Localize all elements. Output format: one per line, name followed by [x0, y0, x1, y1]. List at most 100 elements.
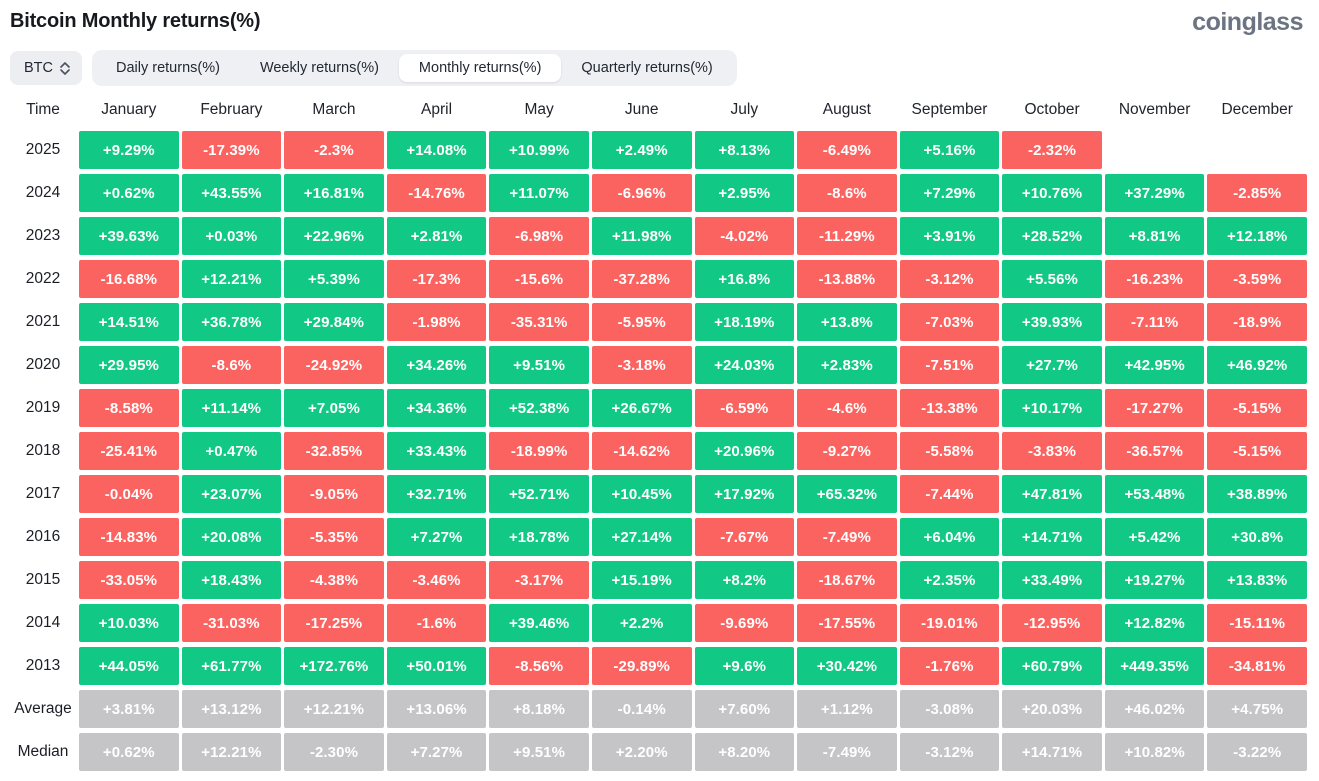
col-header-july: July — [730, 101, 759, 118]
col-header-june: June — [624, 101, 659, 118]
tab-daily-returns[interactable]: Daily returns(%) — [96, 54, 240, 82]
return-cell-2018-december: -5.15% — [1207, 432, 1307, 470]
return-cell-2013-october: +60.79% — [1002, 647, 1102, 685]
return-cell-2021-april: -1.98% — [386, 303, 487, 341]
return-cell-2022-july: +16.8% — [694, 260, 795, 298]
return-cell-2024-december: -2.85% — [1207, 174, 1307, 212]
return-cell-2025-april: +14.08% — [386, 131, 487, 169]
return-cell-2023-december: +12.18% — [1207, 217, 1307, 255]
row-label-2017: 2017 — [25, 485, 61, 502]
return-cell-2013-may: -8.56% — [489, 647, 589, 685]
return-cell-2017-july: +17.92% — [694, 475, 795, 513]
return-cell-2019-november: -17.27% — [1104, 389, 1205, 427]
return-cell-2013-february: +61.77% — [181, 647, 282, 685]
return-cell-2021-july: +18.19% — [694, 303, 795, 341]
return-cell-median-march: -2.30% — [284, 733, 384, 771]
return-cell-2013-june: -29.89% — [591, 647, 692, 685]
return-cell-2025-july: +8.13% — [694, 131, 795, 169]
row-label-average: Average — [14, 700, 72, 717]
return-cell-2014-july: -9.69% — [694, 604, 795, 642]
row-label-2014: 2014 — [25, 614, 61, 631]
return-cell-2016-july: -7.67% — [694, 518, 795, 556]
return-cell-2022-april: -17.3% — [386, 260, 487, 298]
col-header-march: March — [312, 101, 356, 118]
return-cell-2021-january: +14.51% — [79, 303, 179, 341]
return-cell-2024-june: -6.96% — [591, 174, 692, 212]
return-cell-2020-december: +46.92% — [1207, 346, 1307, 384]
return-cell-2019-september: -13.38% — [899, 389, 1000, 427]
row-label-2015: 2015 — [25, 571, 61, 588]
return-cell-median-december: -3.22% — [1207, 733, 1307, 771]
return-cell-2018-may: -18.99% — [489, 432, 589, 470]
row-label-2024: 2024 — [25, 184, 61, 201]
return-cell-median-august: -7.49% — [797, 733, 897, 771]
tab-weekly-returns[interactable]: Weekly returns(%) — [240, 54, 399, 82]
return-cell-2024-july: +2.95% — [694, 174, 795, 212]
col-header-time: Time — [26, 101, 60, 118]
return-cell-2025-march: -2.3% — [284, 131, 384, 169]
return-cell-2019-october: +10.17% — [1002, 389, 1102, 427]
return-cell-2014-june: +2.2% — [591, 604, 692, 642]
return-cell-2020-november: +42.95% — [1104, 346, 1205, 384]
return-cell-2015-may: -3.17% — [489, 561, 589, 599]
return-cell-2015-october: +33.49% — [1002, 561, 1102, 599]
return-cell-2021-november: -7.11% — [1104, 303, 1205, 341]
return-cell-2020-july: +24.03% — [694, 346, 795, 384]
return-cell-2023-january: +39.63% — [79, 217, 179, 255]
return-cell-2014-may: +39.46% — [489, 604, 589, 642]
return-cell-2020-february: -8.6% — [181, 346, 282, 384]
return-cell-2023-february: +0.03% — [181, 217, 282, 255]
return-cell-2021-december: -18.9% — [1207, 303, 1307, 341]
return-cell-2016-september: +6.04% — [899, 518, 1000, 556]
return-cell-median-november: +10.82% — [1104, 733, 1205, 771]
return-cell-average-january: +3.81% — [79, 690, 179, 728]
return-cell-2025-august: -6.49% — [797, 131, 897, 169]
return-cell-average-november: +46.02% — [1104, 690, 1205, 728]
col-header-april: April — [421, 101, 453, 118]
return-cell-2022-january: -16.68% — [79, 260, 179, 298]
return-cell-2015-july: +8.2% — [694, 561, 795, 599]
symbol-select-value: BTC — [24, 60, 53, 76]
return-cell-2020-january: +29.95% — [79, 346, 179, 384]
return-cell-median-february: +12.21% — [181, 733, 282, 771]
return-cell-2016-november: +5.42% — [1104, 518, 1205, 556]
symbol-select[interactable]: BTC — [10, 51, 82, 85]
return-cell-2017-january: -0.04% — [79, 475, 179, 513]
return-cell-2022-march: +5.39% — [284, 260, 384, 298]
return-cell-2021-october: +39.93% — [1002, 303, 1102, 341]
col-header-may: May — [524, 101, 554, 118]
return-cell-2021-may: -35.31% — [489, 303, 589, 341]
return-cell-2020-march: -24.92% — [284, 346, 384, 384]
return-cell-2021-february: +36.78% — [181, 303, 282, 341]
return-cell-2014-october: -12.95% — [1002, 604, 1102, 642]
return-cell-2017-december: +38.89% — [1207, 475, 1307, 513]
return-cell-2015-august: -18.67% — [797, 561, 897, 599]
return-cell-2016-december: +30.8% — [1207, 518, 1307, 556]
return-cell-2016-april: +7.27% — [386, 518, 487, 556]
return-cell-2016-january: -14.83% — [79, 518, 179, 556]
return-cell-2015-february: +18.43% — [181, 561, 282, 599]
return-cell-2022-december: -3.59% — [1207, 260, 1307, 298]
return-cell-2016-june: +27.14% — [591, 518, 692, 556]
row-label-2016: 2016 — [25, 528, 61, 545]
col-header-august: August — [822, 101, 871, 118]
return-cell-2022-october: +5.56% — [1002, 260, 1102, 298]
return-cell-2021-september: -7.03% — [899, 303, 1000, 341]
return-cell-median-october: +14.71% — [1002, 733, 1102, 771]
controls-bar: BTC Daily returns(%) Weekly returns(%) Mon… — [10, 50, 1307, 86]
return-cell-2024-april: -14.76% — [386, 174, 487, 212]
return-cell-average-december: +4.75% — [1207, 690, 1307, 728]
return-cell-2022-november: -16.23% — [1104, 260, 1205, 298]
return-cell-2017-october: +47.81% — [1002, 475, 1102, 513]
return-cell-2024-november: +37.29% — [1104, 174, 1205, 212]
tab-quarterly-returns[interactable]: Quarterly returns(%) — [561, 54, 732, 82]
return-cell-2018-september: -5.58% — [899, 432, 1000, 470]
return-cell-2018-october: -3.83% — [1002, 432, 1102, 470]
return-cell-2015-march: -4.38% — [284, 561, 384, 599]
return-cell-2015-december: +13.83% — [1207, 561, 1307, 599]
return-cell-2025-january: +9.29% — [79, 131, 179, 169]
tab-monthly-returns[interactable]: Monthly returns(%) — [398, 54, 562, 82]
return-cell-average-april: +13.06% — [386, 690, 487, 728]
return-cell-2022-may: -15.6% — [489, 260, 589, 298]
return-cell-2019-february: +11.14% — [181, 389, 282, 427]
